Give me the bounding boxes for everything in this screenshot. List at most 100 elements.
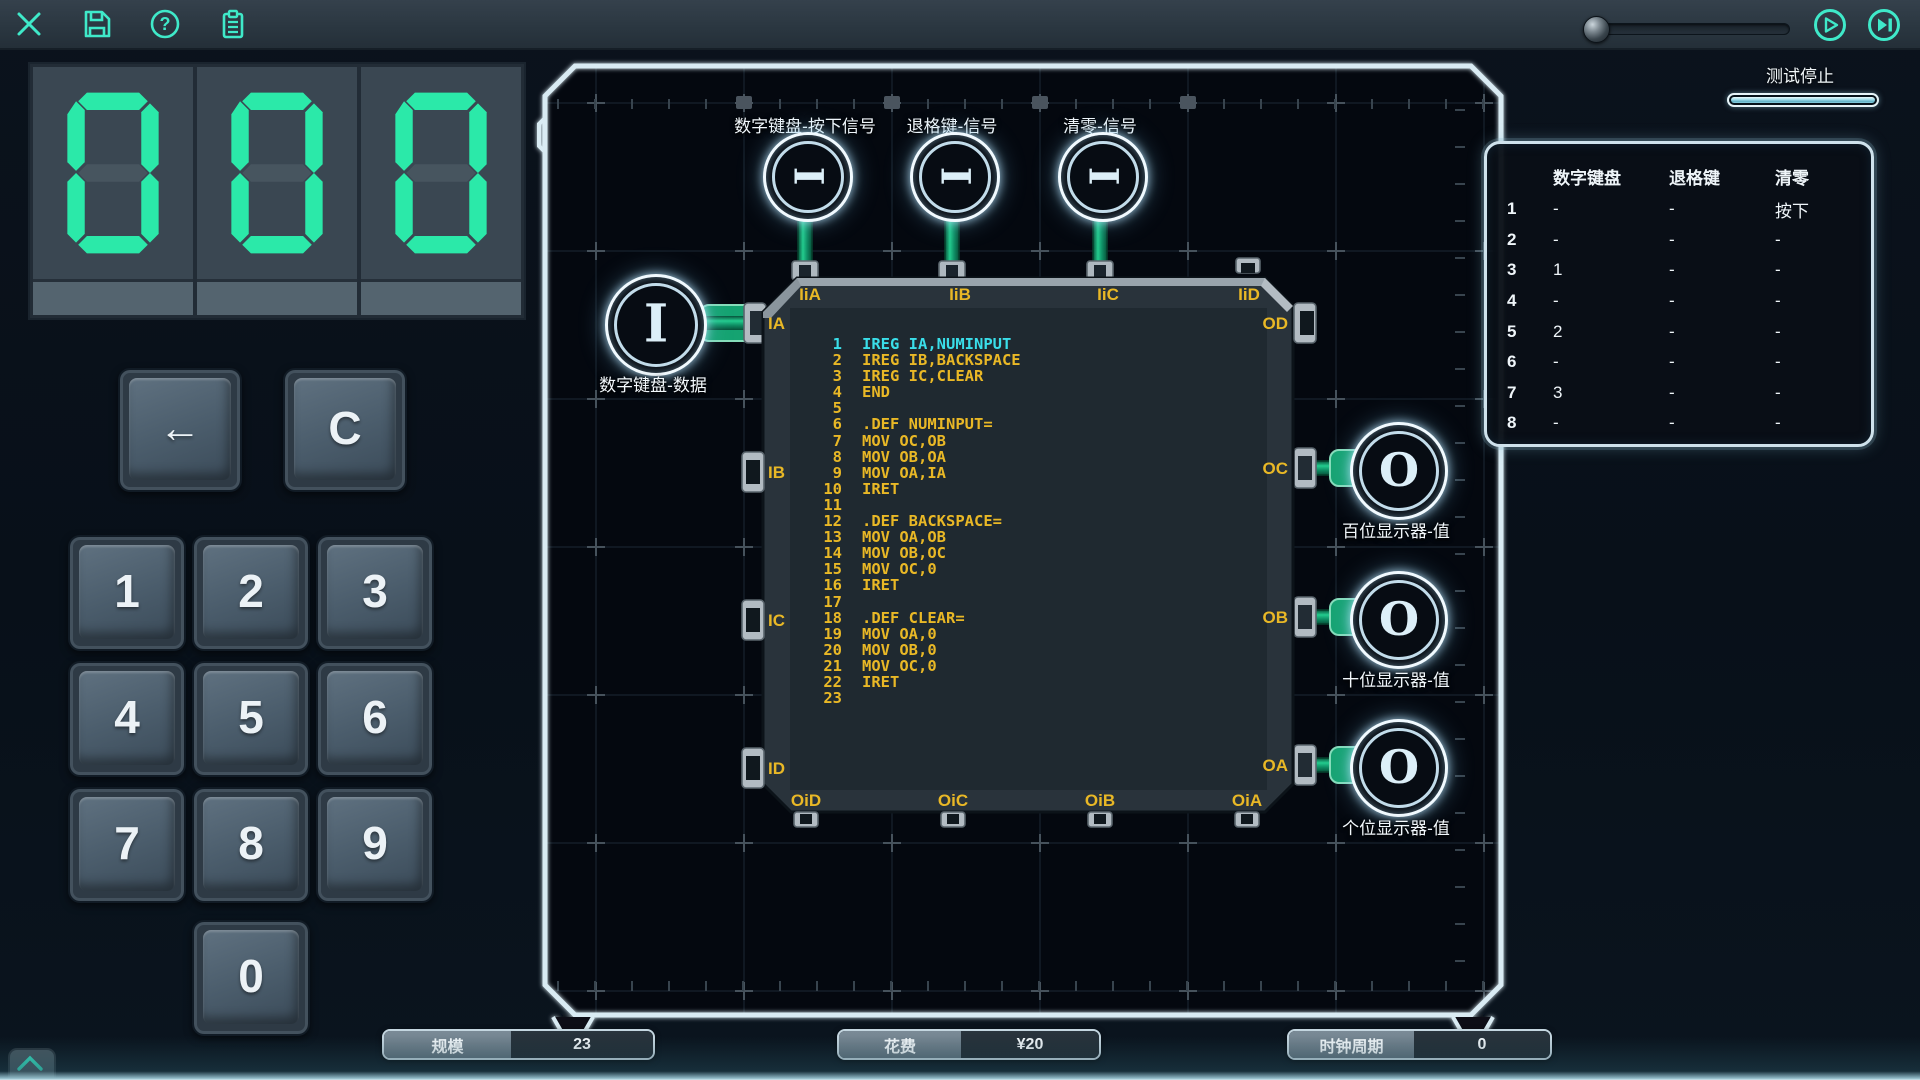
line-text: .DEF CLEAR=	[862, 608, 965, 627]
test-results-table: 数字键盘 退格键 清零 1 - - 按下 2 - - - 3 1 - - 4 - - - 5 2 - - 6 - - - 7 3 -…	[1484, 141, 1874, 447]
line-number: 5	[832, 399, 842, 418]
line-number: 15	[823, 560, 842, 579]
key-0[interactable]: 0	[192, 920, 310, 1036]
line-text: MOV OB,OA	[862, 447, 946, 466]
result-cell: -	[1775, 413, 1781, 433]
line-number: 4	[832, 383, 842, 402]
line-text: MOV OC,OB	[862, 431, 946, 450]
key-1[interactable]: 1	[68, 535, 186, 651]
play-button[interactable]	[1813, 8, 1847, 42]
result-cell: -	[1553, 352, 1559, 372]
code-editor[interactable]: 1 IREG IA,NUMINPUT 2 IREG IB,BACKSPACE 3 IREG…	[790, 308, 1267, 790]
stat-value: ¥20	[961, 1031, 1099, 1058]
code-line: 22 IRET	[790, 674, 1267, 690]
key-8[interactable]: 8	[192, 787, 310, 903]
line-number: 12	[823, 512, 842, 531]
line-text: MOV OB,0	[862, 640, 937, 659]
result-cell: -	[1669, 382, 1675, 402]
code-line: 4 END	[790, 384, 1267, 400]
line-number: 6	[832, 415, 842, 434]
code-line: 12 .DEF BACKSPACE=	[790, 513, 1267, 529]
code-line: 3 IREG IC,CLEAR	[790, 368, 1267, 384]
stat-clock-cycles: 时钟周期 0	[1287, 1029, 1552, 1060]
result-cell: -	[1775, 352, 1781, 372]
key-6[interactable]: 6	[316, 661, 434, 777]
line-number: 20	[823, 640, 842, 659]
canvas-frame	[537, 63, 1504, 1032]
output-node-ones[interactable]: O	[1350, 719, 1448, 817]
line-text: .DEF BACKSPACE=	[862, 512, 1002, 531]
input-node-clear-signal[interactable]: I	[1058, 132, 1148, 222]
port-label-oia: OiA	[1231, 791, 1263, 810]
keycap	[327, 671, 423, 765]
test-progress-fill	[1731, 97, 1875, 103]
key-3[interactable]: 3	[316, 535, 434, 651]
key-9[interactable]: 9	[316, 787, 434, 903]
keycap	[203, 797, 299, 891]
stat-scale: 规模 23	[382, 1029, 655, 1060]
table-corner	[1507, 158, 1553, 194]
code-line: 20 MOV OB,0	[790, 642, 1267, 658]
result-cell: -	[1669, 321, 1675, 341]
speed-slider-knob[interactable]	[1583, 16, 1610, 43]
node-label-numpad-data: 数字键盘-数据	[599, 376, 707, 395]
output-node-glyph: O	[1378, 442, 1420, 497]
node-label-numpad-press: 数字键盘-按下信号	[734, 117, 876, 136]
line-number: 23	[823, 689, 842, 708]
seven-segment-display	[28, 62, 526, 320]
key-7[interactable]: 7	[68, 787, 186, 903]
close-icon[interactable]	[12, 7, 46, 41]
key-label: 5	[238, 690, 264, 743]
clipboard-icon[interactable]	[216, 7, 250, 41]
port-socket-id	[741, 747, 765, 789]
step-forward-button[interactable]	[1867, 8, 1901, 42]
port-label-iib: IiB	[949, 285, 971, 304]
key-label: 4	[114, 690, 140, 743]
row-number: 3	[1507, 260, 1517, 280]
port-label-iid: IiD	[1238, 285, 1260, 304]
key-5[interactable]: 5	[192, 661, 310, 777]
input-node-numpad-press[interactable]: I	[763, 132, 853, 222]
port-label-oic: OiC	[937, 791, 969, 810]
code-line: 15 MOV OC,0	[790, 561, 1267, 577]
help-icon[interactable]: ?	[148, 7, 182, 41]
code-line: 7 MOV OC,OB	[790, 431, 1267, 450]
keycap	[79, 545, 175, 639]
speed-slider-track[interactable]	[1595, 23, 1790, 35]
port-label-ia: IA	[768, 314, 785, 333]
key-label: 3	[362, 564, 388, 617]
port-label-id: ID	[768, 759, 785, 778]
input-node-glyph: I	[931, 166, 979, 186]
line-number: 19	[823, 624, 842, 643]
code-line: 16 IRET	[790, 577, 1267, 593]
key-backspace[interactable]: ←	[118, 368, 242, 492]
expand-panel-tab[interactable]	[8, 1048, 56, 1080]
result-cell: -	[1669, 260, 1675, 280]
line-number: 8	[832, 447, 842, 466]
key-4[interactable]: 4	[68, 661, 186, 777]
code-line: 5	[790, 400, 1267, 416]
stat-cost: 花费 ¥20	[837, 1029, 1101, 1060]
stat-label: 花费	[839, 1031, 961, 1058]
toolbar: ?	[0, 0, 1920, 50]
keycap	[294, 378, 396, 480]
code-line: 21 MOV OC,0	[790, 658, 1267, 674]
key-clear[interactable]: C	[283, 368, 407, 492]
output-node-tens[interactable]: O	[1350, 571, 1448, 669]
line-number: 17	[823, 592, 842, 611]
line-number: 18	[823, 608, 842, 627]
line-text: MOV OA,OB	[862, 528, 946, 547]
ruler-ticks	[557, 96, 1484, 991]
digit-footer	[361, 279, 521, 315]
key-2[interactable]: 2	[192, 535, 310, 651]
line-text: IRET	[862, 672, 900, 691]
keycap	[79, 671, 175, 765]
digit-footer	[197, 279, 357, 315]
port-label-ob: OB	[1262, 608, 1289, 627]
output-node-hundreds[interactable]: O	[1350, 422, 1448, 520]
stat-label: 规模	[384, 1031, 511, 1058]
digit-face	[361, 67, 521, 279]
input-node-backspace-signal[interactable]: I	[910, 132, 1000, 222]
save-icon[interactable]	[80, 7, 114, 41]
input-node-numpad-data[interactable]: I	[605, 274, 707, 376]
